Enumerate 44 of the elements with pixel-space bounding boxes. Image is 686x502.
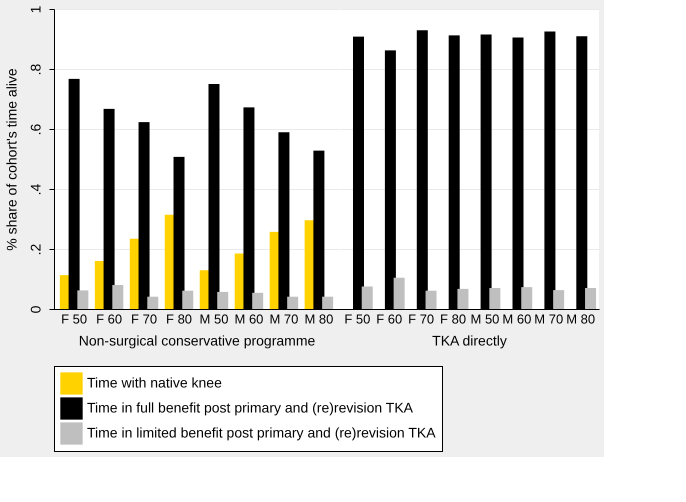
bar — [585, 288, 596, 309]
x-tick-label: F 70 — [131, 312, 158, 326]
legend-label: Time in limited benefit post primary and (re)revision TKA — [87, 424, 436, 440]
bar — [112, 285, 124, 309]
x-tick-label: M 70 — [534, 312, 564, 326]
y-tick-label: .6 — [28, 123, 44, 136]
bar — [182, 290, 194, 309]
y-axis-title: % share of cohort's time alive — [4, 68, 20, 251]
bar — [426, 290, 437, 309]
bar — [362, 286, 373, 309]
y-tick-label: 0 — [28, 305, 44, 314]
legend-label: Time with native knee — [87, 374, 222, 390]
x-tick-label: F 70 — [408, 312, 434, 326]
bar — [217, 292, 228, 309]
x-tick-label: F 50 — [61, 312, 88, 326]
x-tick-label: M 80 — [566, 312, 596, 326]
x-tick-label: M 60 — [234, 312, 264, 326]
x-tick-label: M 80 — [304, 312, 334, 326]
bar — [489, 288, 500, 309]
x-tick-label: F 60 — [96, 312, 122, 326]
x-axis-title: TKA directly — [432, 332, 507, 348]
bar — [147, 296, 158, 309]
x-tick-label: F 80 — [166, 312, 192, 326]
y-tick-label: .2 — [28, 243, 44, 256]
x-tick-label: F 80 — [440, 312, 466, 326]
y-tick-label: 1 — [28, 5, 44, 14]
bar — [287, 296, 298, 309]
x-tick-label: M 70 — [269, 312, 298, 326]
bar — [322, 296, 334, 309]
y-tick-label: .4 — [28, 183, 44, 196]
bar — [252, 292, 264, 309]
x-tick-label: F 50 — [344, 312, 370, 326]
bar — [457, 288, 468, 309]
bar — [521, 287, 532, 309]
x-tick-label: M 50 — [200, 312, 228, 326]
x-axis-title: Non-surgical conservative programme — [78, 332, 316, 348]
y-tick-label: .8 — [28, 63, 44, 76]
x-tick-label: F 60 — [376, 312, 402, 326]
bar — [553, 290, 564, 309]
bar — [77, 290, 88, 309]
x-tick-label: M 60 — [502, 312, 532, 326]
x-tick-label: M 50 — [470, 312, 500, 326]
bar — [394, 278, 405, 309]
legend-label: Time in full benefit post primary and (re)revision TKA — [87, 400, 414, 416]
